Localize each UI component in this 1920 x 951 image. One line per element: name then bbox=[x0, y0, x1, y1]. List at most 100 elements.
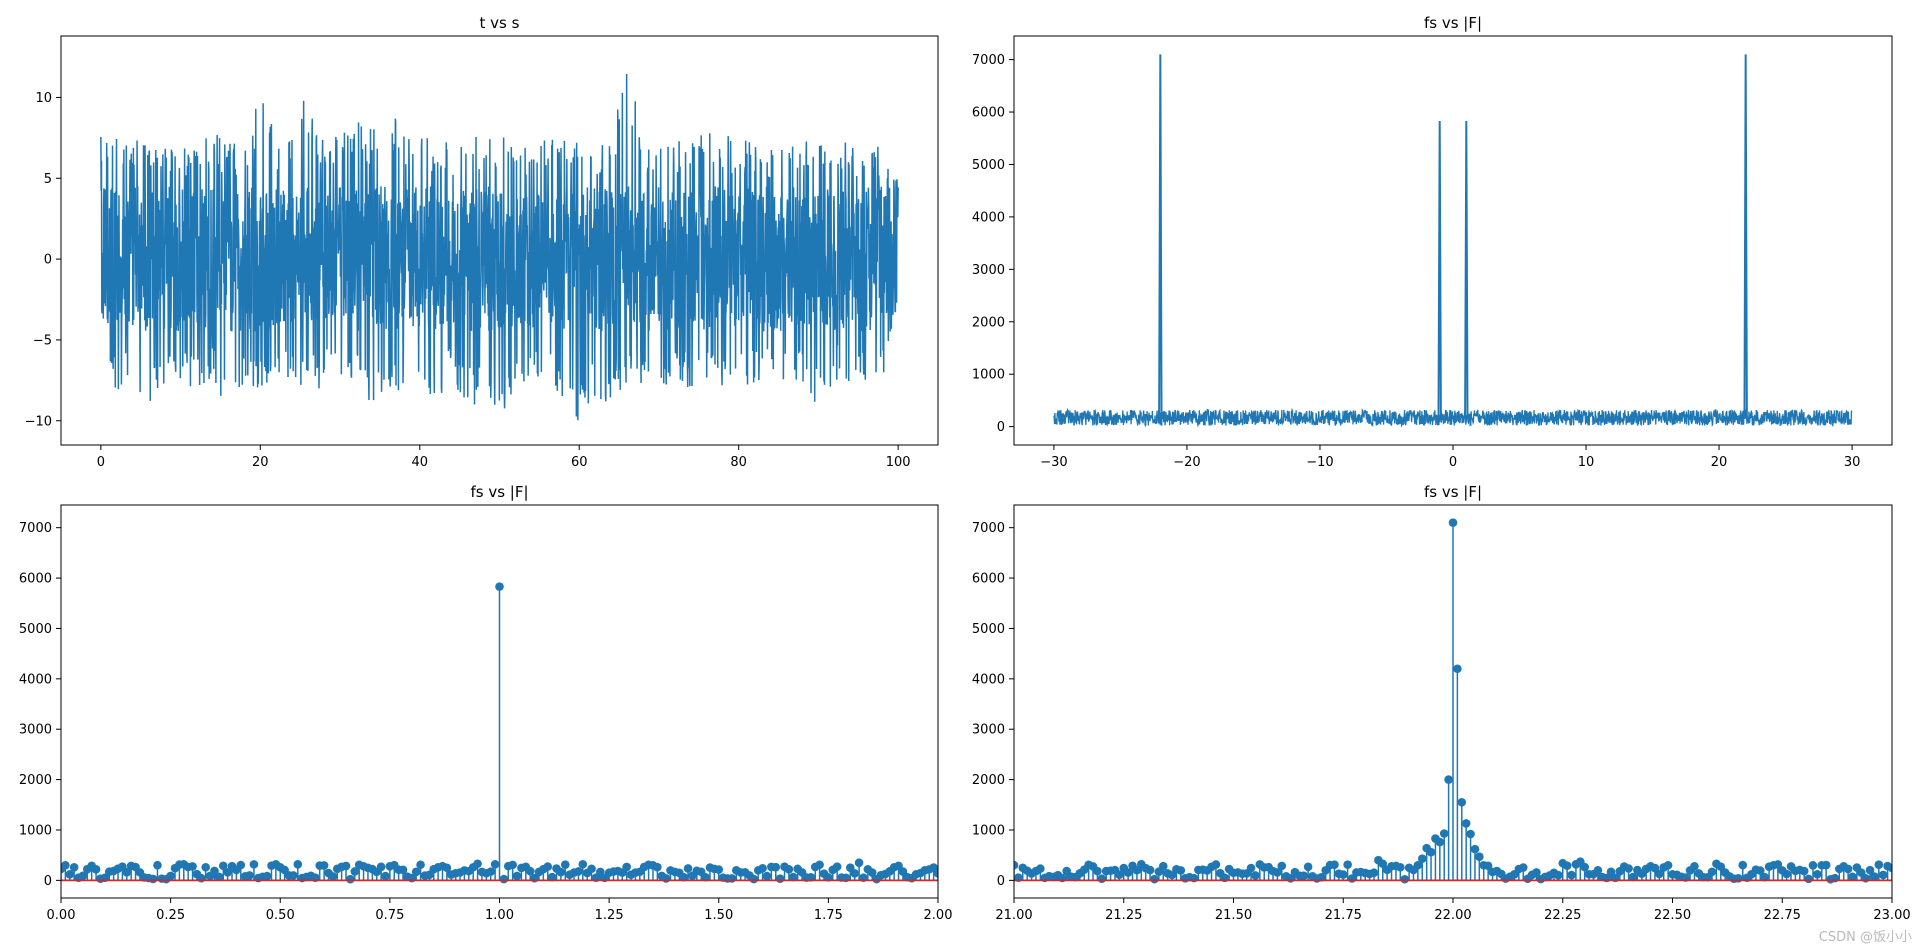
stem-marker bbox=[1756, 866, 1765, 875]
stem-marker bbox=[1014, 860, 1019, 870]
x-tick-label: −10 bbox=[1306, 455, 1333, 470]
x-tick-label: 0.50 bbox=[266, 908, 295, 923]
stem-marker bbox=[218, 861, 228, 871]
stem-marker bbox=[661, 874, 671, 883]
stem-marker bbox=[249, 860, 259, 869]
stem-marker bbox=[1123, 868, 1133, 877]
y-tick-label: 3000 bbox=[19, 723, 52, 738]
stem-marker bbox=[201, 862, 211, 872]
y-tick-label: 4000 bbox=[972, 672, 1005, 687]
stem-lines bbox=[61, 586, 938, 881]
stem-marker bbox=[1843, 864, 1853, 874]
stem-marker bbox=[1799, 866, 1809, 876]
y-tick-label: −10 bbox=[25, 414, 52, 429]
x-tick-label: 0.75 bbox=[375, 908, 404, 923]
stem-marker bbox=[442, 863, 452, 873]
stem-marker bbox=[771, 862, 781, 872]
subplot-title: fs vs |F| bbox=[1424, 483, 1482, 501]
stem-marker bbox=[214, 872, 224, 882]
stem-marker bbox=[289, 871, 298, 880]
y-tick-label: 6000 bbox=[19, 572, 52, 587]
stem-marker bbox=[679, 872, 688, 882]
stem-marker bbox=[376, 862, 386, 872]
subplot-title: t vs s bbox=[480, 14, 520, 32]
x-tick-label: 30 bbox=[1844, 455, 1861, 470]
stem-marker bbox=[762, 871, 772, 881]
x-tick-label: 60 bbox=[571, 455, 588, 470]
y-tick-label: 6000 bbox=[972, 106, 1005, 121]
stem-marker bbox=[1532, 868, 1541, 877]
x-tick-label: 22.25 bbox=[1544, 908, 1581, 923]
axes-frame bbox=[60, 35, 939, 446]
y-tick-label: 7000 bbox=[972, 521, 1005, 536]
y-tick-label: 4000 bbox=[972, 210, 1005, 225]
stem-marker bbox=[346, 874, 355, 884]
stem-marker bbox=[1861, 873, 1870, 883]
stem-marker bbox=[1413, 860, 1423, 870]
stem-marker bbox=[490, 860, 500, 869]
x-tick-label: 22.50 bbox=[1654, 908, 1691, 923]
stem-marker bbox=[749, 874, 759, 884]
x-tick-label: 22.00 bbox=[1434, 908, 1471, 923]
stem-marker bbox=[1518, 863, 1528, 872]
stem-marker bbox=[574, 867, 583, 876]
stem-marker bbox=[1580, 862, 1589, 872]
y-tick-label: 1000 bbox=[19, 823, 52, 838]
plot-area bbox=[1014, 518, 1892, 884]
x-tick-label: 0 bbox=[1449, 455, 1457, 470]
x-tick-label: 0 bbox=[97, 455, 105, 470]
stem-marker bbox=[1251, 871, 1260, 880]
stem-marker bbox=[1338, 870, 1348, 879]
stem-marker bbox=[832, 862, 842, 872]
stem-marker bbox=[1448, 518, 1458, 527]
subplot-1: 0 20 40 60 80 100 −10 −5 0 5 10 t vs s bbox=[25, 14, 939, 470]
stem-marker bbox=[1690, 861, 1699, 871]
subplot-3: 0.00 0.25 0.50 0.75 1.00 1.25 1.50 1.75 2.00 0 100… bbox=[19, 483, 953, 923]
stem-marker bbox=[1628, 872, 1638, 882]
stem-marker bbox=[1782, 869, 1791, 879]
stem-marker bbox=[1870, 872, 1879, 881]
stem-marker bbox=[166, 871, 175, 881]
stem-marker bbox=[1343, 860, 1352, 869]
stem-marker bbox=[341, 861, 351, 871]
subplot-title: fs vs |F| bbox=[470, 483, 528, 501]
y-tick-label: 10 bbox=[35, 91, 52, 106]
stem-marker bbox=[293, 859, 303, 869]
x-tick-label: 2.00 bbox=[924, 908, 953, 923]
x-tick-label: −20 bbox=[1173, 455, 1200, 470]
stem-marker bbox=[1865, 865, 1875, 875]
y-tick-label: 5000 bbox=[972, 622, 1005, 637]
stem-marker bbox=[543, 862, 553, 871]
stem-marker bbox=[1808, 861, 1818, 870]
stem-marker bbox=[1593, 866, 1603, 875]
stem-marker bbox=[1821, 860, 1831, 870]
x-tick-label: 40 bbox=[411, 455, 428, 470]
x-tick-label: 1.00 bbox=[485, 908, 514, 923]
stem-marker bbox=[236, 860, 246, 870]
stem-marker bbox=[350, 867, 360, 876]
stem-marker bbox=[1804, 874, 1813, 884]
stem-marker bbox=[210, 866, 219, 876]
y-tick-label: 0 bbox=[44, 253, 52, 268]
stem-marker bbox=[1097, 874, 1107, 883]
stem-marker bbox=[512, 871, 522, 881]
stem-marker bbox=[1417, 854, 1427, 863]
stem-marker bbox=[867, 868, 877, 877]
spectrum-peak bbox=[1464, 120, 1469, 419]
y-tick-label: 1000 bbox=[972, 823, 1005, 838]
y-tick-label: 0 bbox=[44, 874, 52, 889]
stem-marker bbox=[1874, 860, 1884, 869]
stem-marker bbox=[556, 867, 566, 877]
stem-marker bbox=[1848, 872, 1857, 882]
stem-marker bbox=[486, 867, 496, 876]
stem-marker bbox=[1562, 861, 1572, 870]
stem-marker bbox=[784, 864, 794, 874]
series-line bbox=[1053, 407, 1853, 428]
stem-marker bbox=[775, 874, 785, 883]
stem-marker bbox=[758, 864, 767, 873]
stem-marker bbox=[148, 874, 158, 884]
stem-marker bbox=[1663, 860, 1673, 870]
watermark: CSDN @饭小小 bbox=[1818, 930, 1912, 945]
stem-marker bbox=[1457, 797, 1467, 807]
